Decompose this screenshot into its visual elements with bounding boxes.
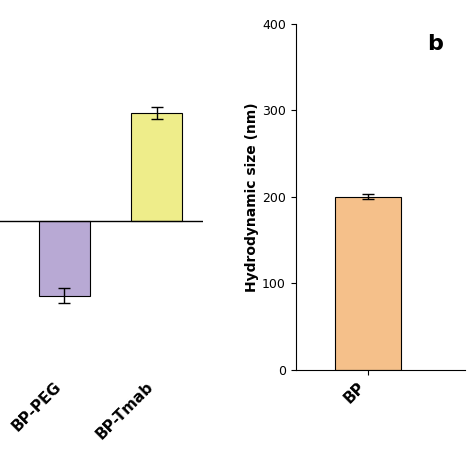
Bar	[39, 221, 90, 296]
Bar	[131, 113, 182, 221]
Text: b: b	[428, 34, 443, 54]
Y-axis label: Hydrodynamic size (nm): Hydrodynamic size (nm)	[245, 102, 259, 292]
Bar	[335, 197, 401, 370]
